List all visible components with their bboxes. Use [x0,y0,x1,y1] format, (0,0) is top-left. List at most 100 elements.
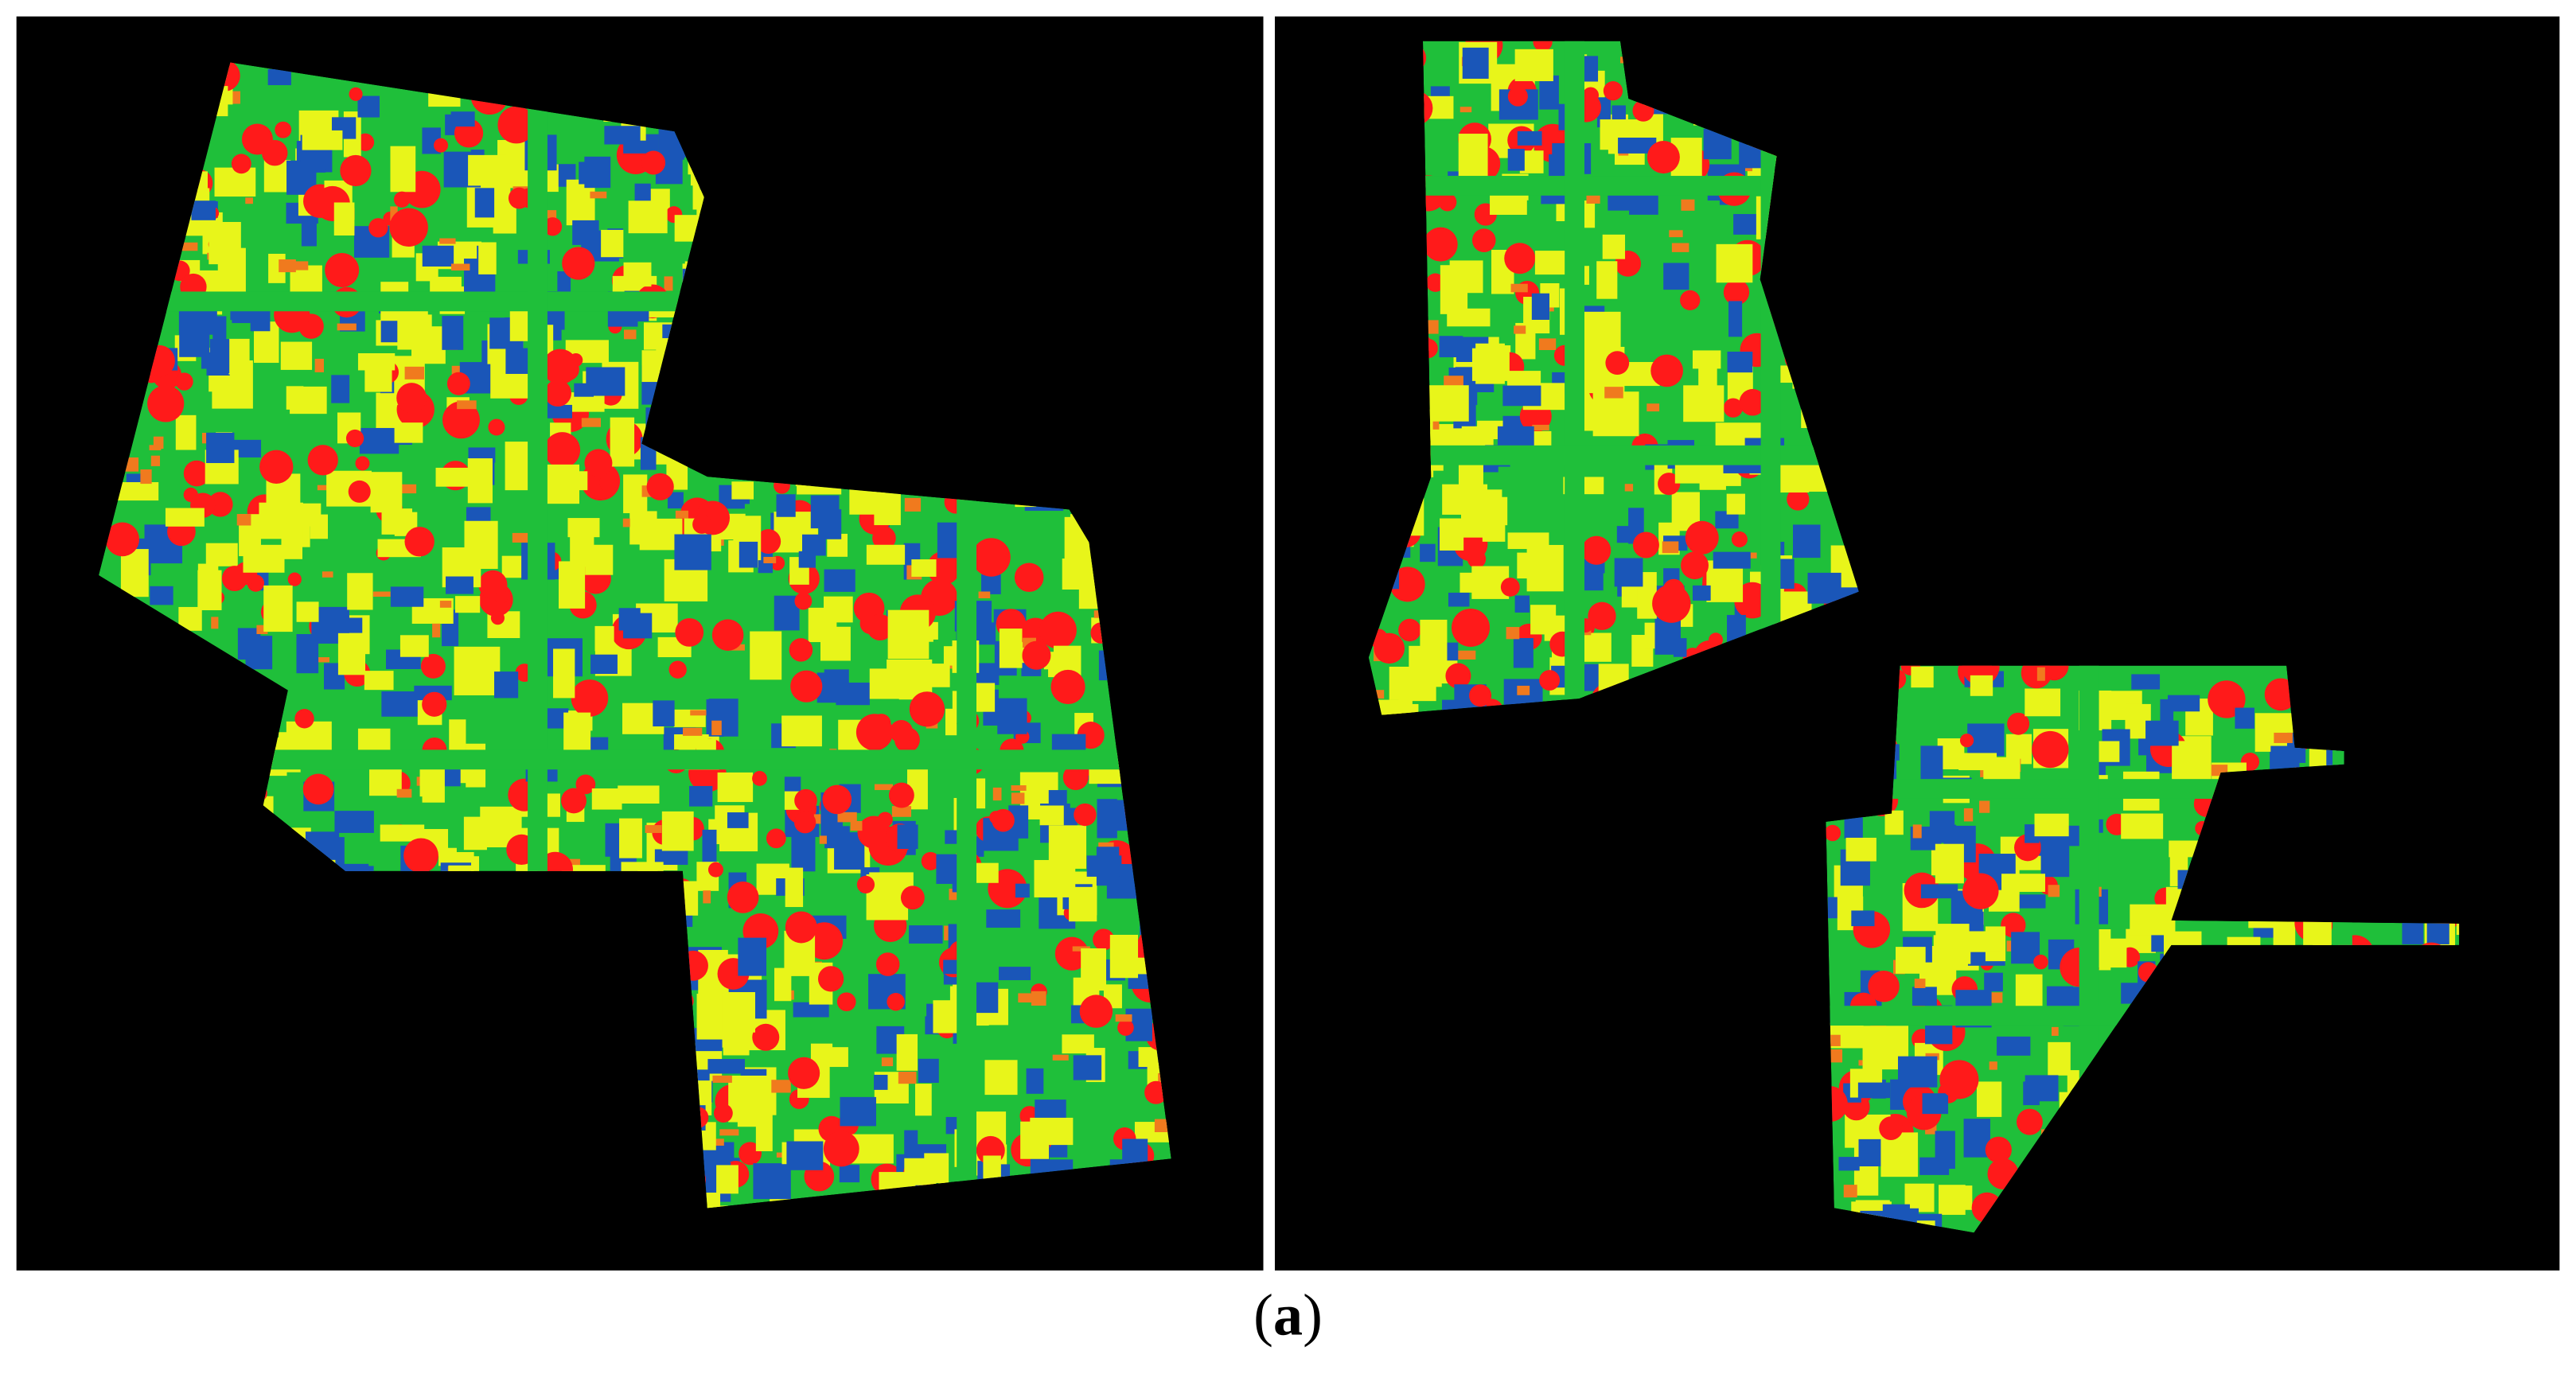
tree [422,691,447,717]
clutter [1748,552,1757,559]
low-vegetation [1517,130,1542,146]
road [99,749,1171,770]
tree [788,1057,820,1089]
tree [711,619,744,651]
tree [752,1023,780,1051]
tree [909,691,945,727]
building [750,631,782,680]
tree [434,138,449,153]
building [1449,260,1483,294]
low-vegetation [359,427,399,454]
building [1479,496,1508,526]
low-vegetation [494,671,519,699]
building [2099,938,2127,968]
tree [599,473,618,492]
clutter [904,497,922,512]
tree [404,527,435,557]
building [2121,813,2164,839]
clutter [1456,650,1476,660]
tree [349,87,363,101]
building [280,341,313,370]
clutter [398,484,417,494]
clutter [2274,732,2293,743]
low-vegetation [981,574,1001,594]
clutter [1517,685,1530,695]
building [1976,1081,2002,1117]
building [296,601,319,622]
clutter [1681,199,1695,211]
tree [341,269,356,283]
clutter [450,263,470,271]
building [874,489,901,526]
building [337,633,366,675]
tree [1374,633,1405,664]
tree [855,714,894,751]
clutter [1011,785,1027,791]
building [911,559,937,577]
building [463,816,487,850]
clutter [2036,667,2045,681]
tree [2007,712,2030,735]
low-vegetation [1912,987,1937,1006]
building [641,350,661,383]
low-vegetation [702,829,717,868]
building [449,719,466,755]
tree [887,993,905,1011]
low-vegetation [505,348,528,374]
low-vegetation [245,636,273,670]
low-vegetation [1015,883,1030,898]
tree [872,526,896,551]
tree [488,418,505,436]
building [553,648,575,699]
building [1935,843,1964,884]
tree [348,480,371,503]
building [628,200,668,234]
building [984,1060,1018,1096]
tree [822,784,852,815]
clutter [404,366,424,380]
tree [1050,669,1085,704]
low-vegetation [1420,543,1436,562]
building [559,561,586,609]
low-vegetation [1513,637,1534,668]
building [731,481,754,500]
building [243,544,285,573]
tree [707,862,723,878]
building [887,609,929,660]
tree [1014,562,1044,592]
building [1596,261,1618,299]
clutter [590,191,607,199]
tree [261,139,288,166]
low-vegetation [557,271,571,297]
caption: (a) [1253,1283,1323,1348]
clutter [140,469,152,485]
building [399,635,429,657]
building [820,626,851,661]
building [214,167,256,197]
building [722,991,755,1033]
low-vegetation [674,534,711,570]
clutter [2048,885,2060,897]
low-vegetation [474,188,495,218]
building [2172,741,2207,779]
tree [1471,228,1496,252]
tree [1582,87,1600,103]
building [286,386,304,410]
tree [355,456,370,471]
low-vegetation [1673,638,1687,657]
clutter [546,210,557,219]
building [263,585,293,633]
low-vegetation [206,432,235,464]
tree [543,217,563,236]
tree [1879,1116,1904,1141]
building [165,508,205,527]
tree [420,653,446,679]
building [1880,1132,1919,1177]
low-vegetation [918,1058,939,1084]
low-vegetation [331,375,350,403]
building [610,417,635,467]
clutter [944,925,952,940]
clutter [1052,1054,1069,1061]
tree [494,590,509,605]
building [999,629,1023,668]
